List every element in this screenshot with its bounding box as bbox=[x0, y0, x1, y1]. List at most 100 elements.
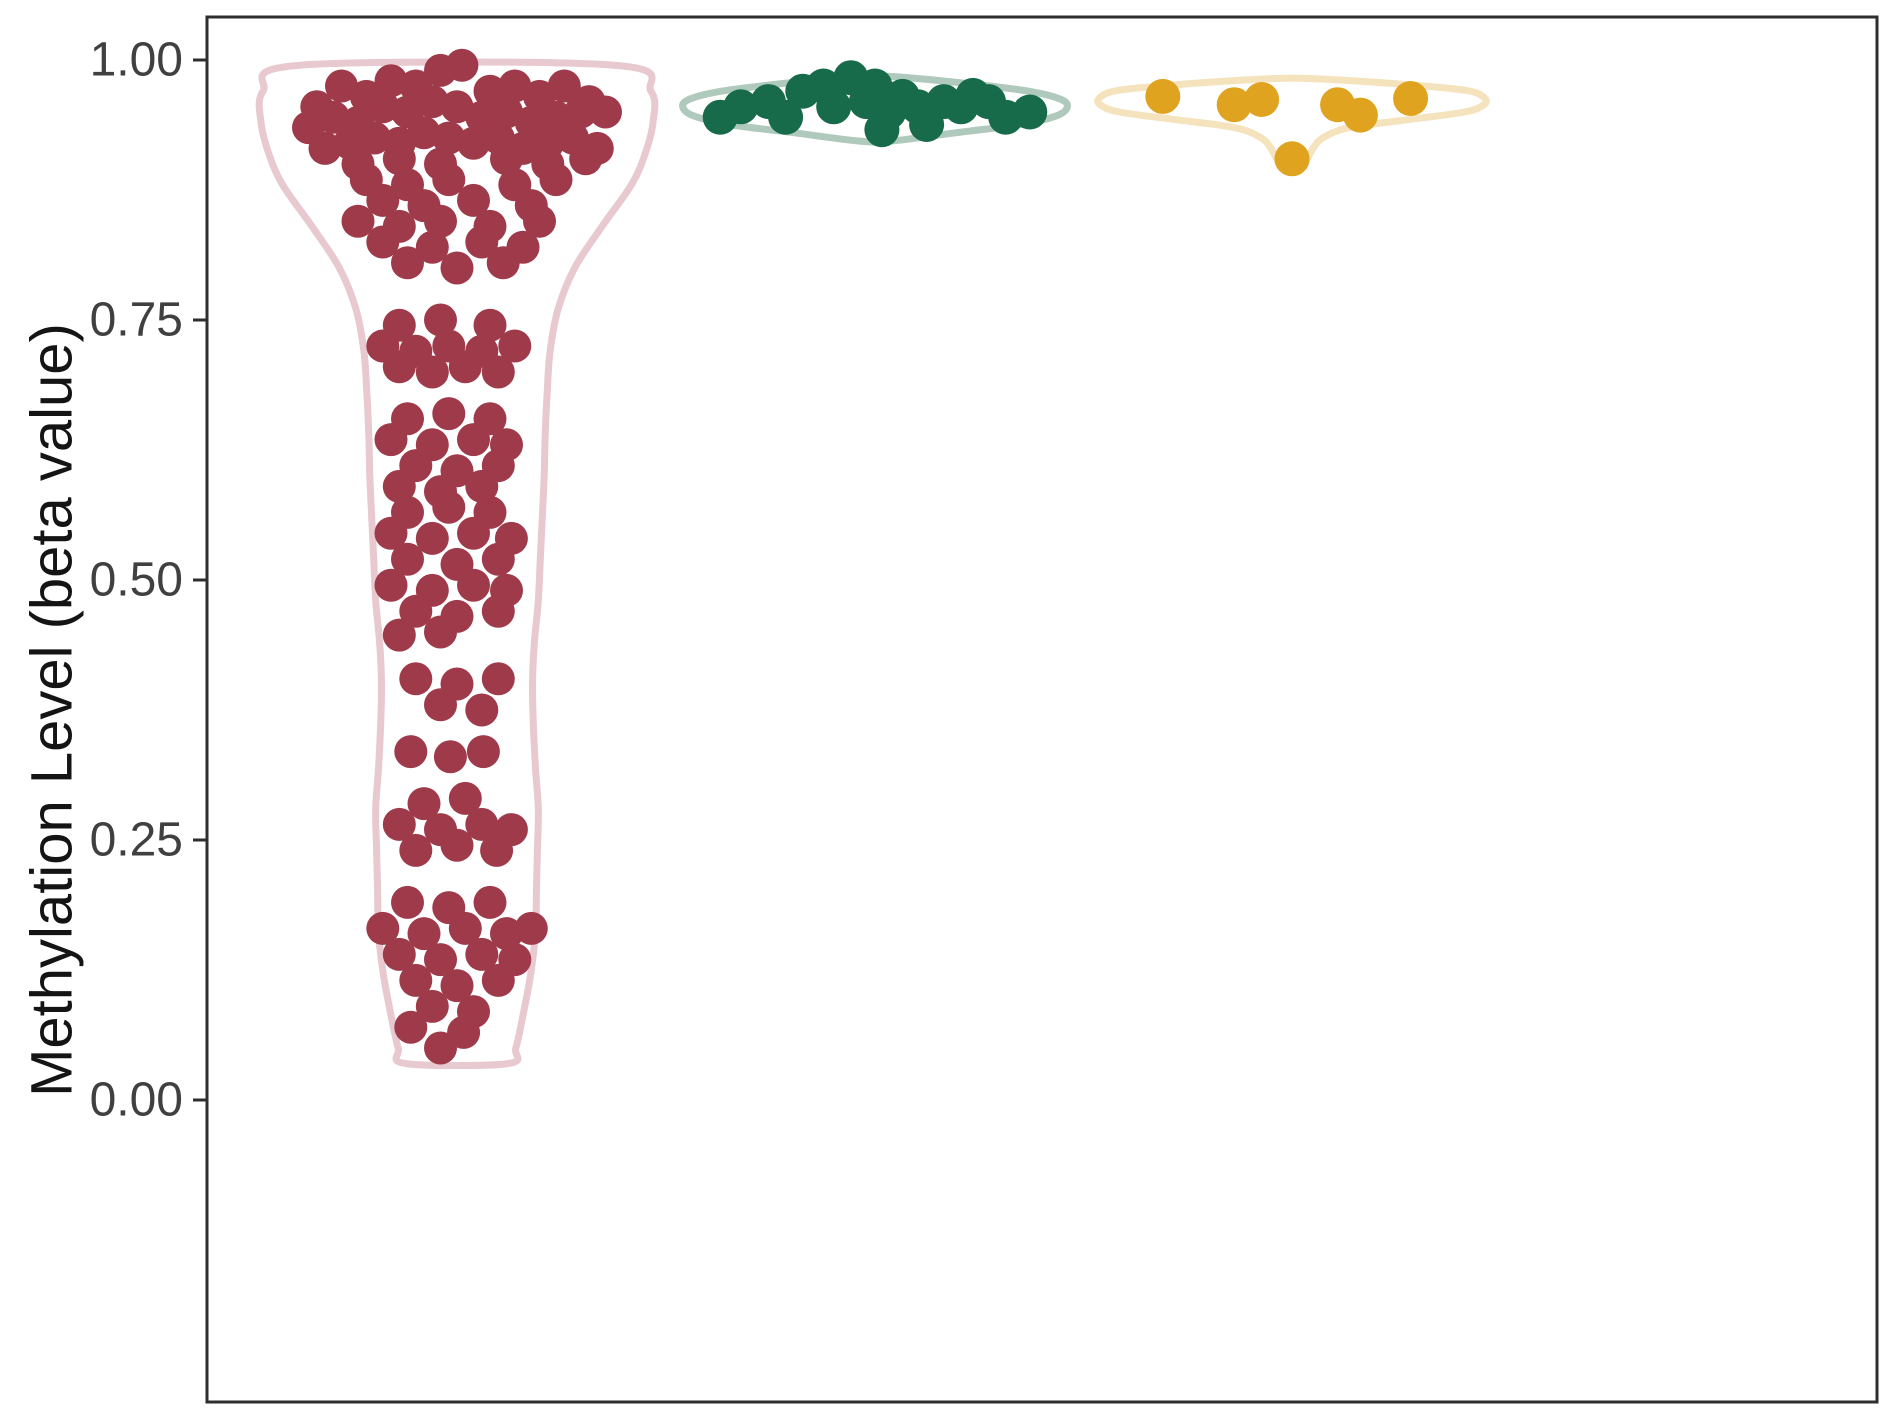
data-point-group-1 bbox=[481, 594, 515, 628]
data-point-group-1 bbox=[433, 740, 467, 774]
data-point-group-1 bbox=[440, 828, 474, 862]
data-point-group-1 bbox=[366, 183, 400, 217]
data-point-group-1 bbox=[391, 885, 424, 919]
data-point-group-1 bbox=[366, 225, 400, 259]
data-point-group-3 bbox=[1342, 97, 1378, 133]
data-point-group-1 bbox=[391, 246, 424, 280]
data-point-group-2 bbox=[816, 89, 852, 125]
data-point-group-1 bbox=[308, 131, 342, 165]
data-point-group-1 bbox=[424, 688, 457, 722]
data-point-group-3 bbox=[1393, 81, 1429, 116]
data-point-group-1 bbox=[407, 116, 441, 150]
data-point-group-1 bbox=[448, 350, 482, 384]
data-point-group-2 bbox=[864, 112, 900, 148]
data-point-group-1 bbox=[481, 963, 515, 997]
data-point-group-1 bbox=[374, 423, 408, 457]
data-point-group-1 bbox=[547, 69, 581, 103]
data-point-group-3 bbox=[1145, 78, 1181, 114]
data-point-group-1 bbox=[498, 69, 532, 103]
data-point-group-1 bbox=[366, 911, 400, 945]
data-point-group-3 bbox=[1274, 141, 1310, 177]
y-axis: 1.00 0.75 0.50 0.25 0.00 bbox=[90, 34, 207, 1127]
data-point-group-1 bbox=[358, 121, 391, 155]
data-point-group-1 bbox=[445, 48, 479, 82]
data-point-group-1 bbox=[589, 95, 622, 129]
data-point-group-2 bbox=[857, 68, 893, 104]
data-point-group-1 bbox=[457, 516, 490, 550]
data-point-group-1 bbox=[399, 833, 433, 867]
data-point-group-1 bbox=[465, 807, 499, 841]
data-point-group-1 bbox=[432, 121, 466, 155]
data-point-group-1 bbox=[481, 355, 515, 389]
data-point-group-1 bbox=[457, 183, 490, 217]
data-point-group-1 bbox=[523, 204, 556, 238]
data-point-group-1 bbox=[374, 516, 408, 550]
data-point-group-3 bbox=[1244, 82, 1280, 117]
data-point-group-1 bbox=[448, 781, 482, 815]
data-point-group-1 bbox=[366, 90, 400, 124]
data-point-group-1 bbox=[466, 735, 500, 769]
data-point-group-1 bbox=[382, 142, 416, 176]
data-point-group-1 bbox=[407, 787, 441, 821]
data-point-group-1 bbox=[424, 303, 457, 337]
data-point-group-1 bbox=[394, 1010, 428, 1044]
data-point-group-1 bbox=[415, 355, 449, 389]
data-point-group-1 bbox=[316, 100, 350, 134]
data-point-group-1 bbox=[424, 204, 457, 238]
data-point-group-1 bbox=[432, 397, 466, 431]
data-point-group-1 bbox=[341, 204, 375, 238]
data-point-group-1 bbox=[457, 423, 490, 457]
data-point-group-1 bbox=[399, 963, 433, 997]
data-point-group-1 bbox=[399, 662, 433, 696]
data-point-group-1 bbox=[448, 911, 482, 945]
data-point-group-1 bbox=[440, 251, 474, 285]
data-point-group-1 bbox=[374, 568, 408, 602]
data-point-group-2 bbox=[768, 99, 804, 135]
jitter-points-layer bbox=[292, 48, 1429, 1065]
data-point-group-1 bbox=[480, 833, 514, 867]
y-tick-label: 0.25 bbox=[90, 814, 183, 867]
data-point-group-1 bbox=[374, 64, 408, 98]
data-point-group-1 bbox=[424, 943, 457, 977]
data-point-group-1 bbox=[440, 90, 474, 124]
data-point-group-1 bbox=[564, 95, 598, 129]
data-point-group-1 bbox=[498, 329, 532, 363]
data-point-group-1 bbox=[432, 490, 466, 524]
data-point-group-1 bbox=[415, 230, 449, 264]
data-point-group-1 bbox=[473, 308, 507, 342]
data-point-group-1 bbox=[465, 693, 499, 727]
data-point-group-1 bbox=[424, 1031, 457, 1065]
data-point-group-1 bbox=[394, 735, 428, 769]
data-point-group-1 bbox=[382, 618, 416, 652]
data-point-group-1 bbox=[432, 163, 466, 197]
data-point-group-1 bbox=[424, 615, 457, 649]
data-point-group-1 bbox=[457, 568, 490, 602]
y-tick-label: 0.00 bbox=[90, 1074, 183, 1127]
data-point-group-1 bbox=[382, 937, 416, 971]
data-point-group-3 bbox=[1216, 87, 1252, 123]
data-point-group-1 bbox=[325, 69, 358, 103]
data-point-group-1 bbox=[465, 469, 499, 503]
data-point-group-2 bbox=[1012, 94, 1048, 130]
data-point-group-1 bbox=[465, 937, 499, 971]
y-tick-label: 1.00 bbox=[90, 34, 183, 87]
data-point-group-1 bbox=[481, 662, 515, 696]
y-axis-title: Methylation Level (beta value) bbox=[20, 323, 85, 1097]
data-point-group-1 bbox=[481, 542, 515, 576]
data-point-group-1 bbox=[490, 95, 523, 129]
data-point-group-1 bbox=[399, 594, 433, 628]
y-tick-label: 0.50 bbox=[90, 554, 183, 607]
data-point-group-1 bbox=[391, 542, 424, 576]
panel-border bbox=[205, 15, 1879, 1404]
data-point-group-1 bbox=[569, 142, 603, 176]
data-point-group-1 bbox=[415, 989, 449, 1023]
y-tick-label: 0.75 bbox=[90, 294, 183, 347]
data-point-group-1 bbox=[415, 521, 449, 555]
data-point-group-1 bbox=[490, 142, 523, 176]
data-point-group-1 bbox=[407, 917, 441, 951]
data-point-group-2 bbox=[723, 89, 759, 125]
data-point-group-1 bbox=[440, 969, 474, 1003]
data-point-group-1 bbox=[514, 911, 548, 945]
